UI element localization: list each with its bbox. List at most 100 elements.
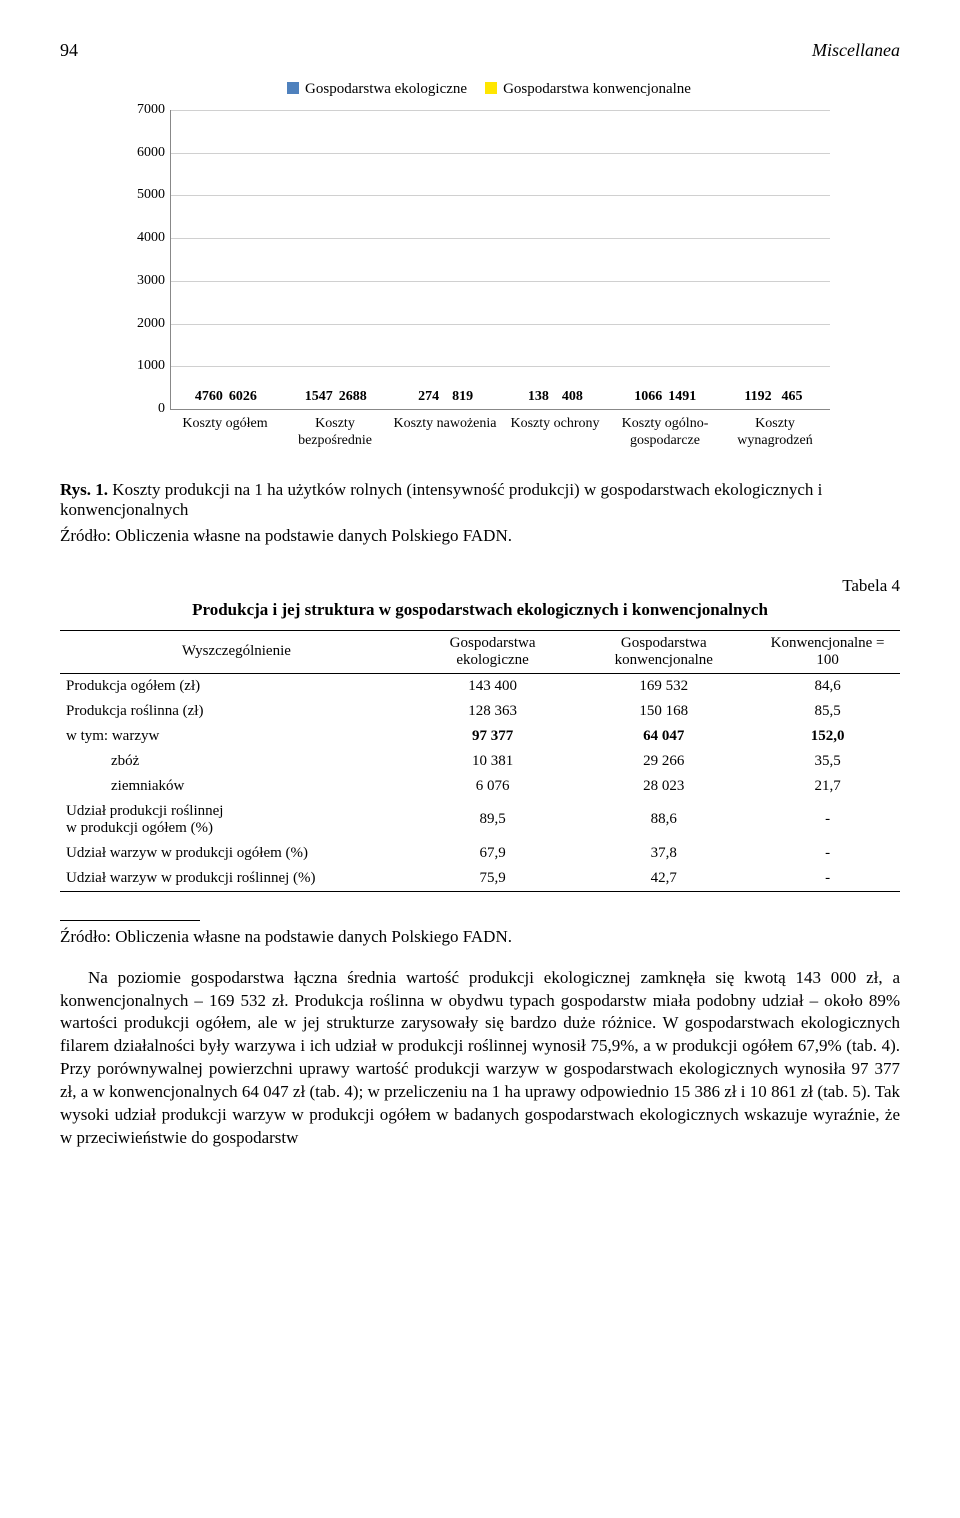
chart-bars: 4760602615472688274819138408106614911192… (171, 110, 830, 409)
x-tick-label: Koszty ogólno-gospodarcze (610, 416, 720, 450)
cost-chart: Gospodarstwa ekologiczne Gospodarstwa kon… (120, 81, 840, 450)
table-body: Produkcja ogółem (zł)143 400169 53284,6P… (60, 673, 900, 891)
bar-value-label: 4760 (195, 389, 223, 405)
table-row: ziemniaków6 07628 02321,7 (60, 774, 900, 799)
table-cell: 10 381 (413, 749, 573, 774)
table-cell: Produkcja ogółem (zł) (60, 673, 413, 699)
table-row: w tym: warzyw97 37764 047152,0 (60, 724, 900, 749)
table-cell: Udział warzyw w produkcji roślinnej (%) (60, 866, 413, 892)
x-tick-label: Koszty bezpośrednie (280, 416, 390, 450)
table-cell: Udział produkcji roślinnejw produkcji og… (60, 799, 413, 841)
table-header-cell: Gospodarstwa konwencjonalne (572, 630, 755, 673)
table-cell: 35,5 (755, 749, 900, 774)
table-cell: Produkcja roślinna (zł) (60, 699, 413, 724)
gridline (171, 153, 830, 154)
x-tick-label: Koszty wynagrodzeń (720, 416, 830, 450)
table-cell: 6 076 (413, 774, 573, 799)
figure-source: Źródło: Obliczenia własne na podstawie d… (60, 526, 900, 546)
bar-value-label: 1547 (305, 389, 333, 405)
table-source: Źródło: Obliczenia własne na podstawie d… (60, 927, 900, 947)
table-label: Tabela 4 (60, 576, 900, 596)
footnote-rule (60, 920, 200, 921)
table-row: Produkcja ogółem (zł)143 400169 53284,6 (60, 673, 900, 699)
table-header-cell: Konwencjonalne = 100 (755, 630, 900, 673)
bar-value-label: 1491 (668, 389, 696, 405)
table-cell: 152,0 (755, 724, 900, 749)
table-cell: 89,5 (413, 799, 573, 841)
running-header: 94 Miscellanea (60, 40, 900, 61)
x-tick-label: Koszty nawożenia (390, 416, 500, 450)
table-row: Udział warzyw w produkcji ogółem (%)67,9… (60, 841, 900, 866)
table-cell: 37,8 (572, 841, 755, 866)
figure-caption: Rys. 1. Koszty produkcji na 1 ha użytków… (60, 480, 900, 520)
page-number: 94 (60, 40, 78, 61)
table-row: Udział produkcji roślinnejw produkcji og… (60, 799, 900, 841)
bar-value-label: 274 (418, 389, 439, 405)
bar-value-label: 465 (782, 389, 803, 405)
gridline (171, 195, 830, 196)
y-tick-label: 5000 (121, 187, 165, 203)
table-cell: - (755, 841, 900, 866)
bar-value-label: 2688 (339, 389, 367, 405)
production-table: WyszczególnienieGospodarstwa ekologiczne… (60, 630, 900, 892)
table-header-cell: Wyszczególnienie (60, 630, 413, 673)
table-title: Produkcja i jej struktura w gospodarstwa… (60, 600, 900, 620)
table-cell: 75,9 (413, 866, 573, 892)
legend-label: Gospodarstwa konwencjonalne (503, 81, 691, 97)
bar-value-label: 1066 (634, 389, 662, 405)
bar-value-label: 6026 (229, 389, 257, 405)
table-cell: 97 377 (413, 724, 573, 749)
table-cell: 67,9 (413, 841, 573, 866)
figure-label: Rys. 1. (60, 480, 108, 499)
y-tick-label: 3000 (121, 273, 165, 289)
table-header-cell: Gospodarstwa ekologiczne (413, 630, 573, 673)
y-tick-label: 7000 (121, 102, 165, 118)
table-row: zbóż10 38129 26635,5 (60, 749, 900, 774)
table-cell: 85,5 (755, 699, 900, 724)
table-cell: 28 023 (572, 774, 755, 799)
table-cell: 42,7 (572, 866, 755, 892)
table-row: Produkcja roślinna (zł)128 363150 16885,… (60, 699, 900, 724)
table-cell: 169 532 (572, 673, 755, 699)
y-tick-label: 6000 (121, 145, 165, 161)
y-tick-label: 0 (121, 401, 165, 417)
table-cell: 84,6 (755, 673, 900, 699)
table-cell: - (755, 866, 900, 892)
bar-value-label: 138 (528, 389, 549, 405)
gridline (171, 324, 830, 325)
x-tick-label: Koszty ogółem (170, 416, 280, 450)
legend-swatch (485, 82, 497, 94)
gridline (171, 281, 830, 282)
table-cell: 21,7 (755, 774, 900, 799)
chart-plot-area: 4760602615472688274819138408106614911192… (170, 110, 830, 410)
gridline (171, 366, 830, 367)
gridline (171, 110, 830, 111)
y-tick-label: 1000 (121, 358, 165, 374)
table-cell: 150 168 (572, 699, 755, 724)
table-cell: 29 266 (572, 749, 755, 774)
legend-label: Gospodarstwa ekologiczne (305, 81, 467, 97)
chart-x-labels: Koszty ogółemKoszty bezpośrednieKoszty n… (170, 416, 830, 450)
table-cell: w tym: warzyw (60, 724, 413, 749)
bar-value-label: 1192 (744, 389, 771, 405)
running-title: Miscellanea (812, 40, 900, 61)
table-cell: 88,6 (572, 799, 755, 841)
table-cell: 143 400 (413, 673, 573, 699)
table-cell: zbóż (60, 749, 413, 774)
legend-swatch (287, 82, 299, 94)
chart-legend: Gospodarstwa ekologiczne Gospodarstwa kon… (120, 81, 840, 98)
y-tick-label: 2000 (121, 316, 165, 332)
body-paragraph: Na poziomie gospodarstwa łączna średnia … (60, 967, 900, 1151)
figure-caption-text: Koszty produkcji na 1 ha użytków rolnych… (60, 480, 822, 519)
bar-value-label: 408 (562, 389, 583, 405)
table-header-row: WyszczególnienieGospodarstwa ekologiczne… (60, 630, 900, 673)
table-cell: 128 363 (413, 699, 573, 724)
y-tick-label: 4000 (121, 230, 165, 246)
table-cell: 64 047 (572, 724, 755, 749)
x-tick-label: Koszty ochrony (500, 416, 610, 450)
table-cell: Udział warzyw w produkcji ogółem (%) (60, 841, 413, 866)
table-row: Udział warzyw w produkcji roślinnej (%)7… (60, 866, 900, 892)
gridline (171, 238, 830, 239)
table-cell: ziemniaków (60, 774, 413, 799)
table-cell: - (755, 799, 900, 841)
